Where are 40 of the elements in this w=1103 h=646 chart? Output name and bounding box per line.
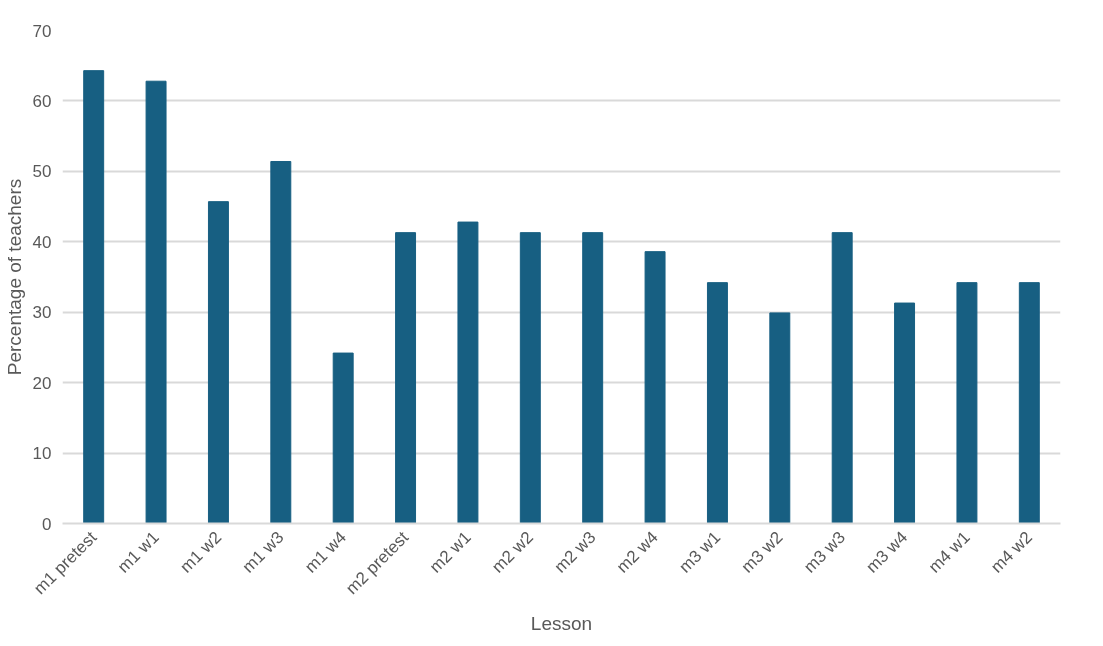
bar: [519, 232, 541, 524]
x-tick-label: m4 w1: [924, 527, 974, 577]
x-tick-label: m1 w1: [113, 527, 163, 577]
bar: [956, 282, 978, 524]
y-tick-label: 0: [42, 514, 52, 534]
x-tick-label: m4 w2: [987, 527, 1037, 577]
x-tick-label: m2 w1: [425, 527, 475, 577]
x-axis-title: Lesson: [530, 612, 593, 634]
bar: [644, 251, 666, 524]
bar: [332, 352, 354, 524]
x-tick-label: m2 w3: [550, 527, 600, 577]
x-tick-label: m3 w3: [800, 527, 849, 577]
bar: [207, 201, 229, 524]
bar: [1018, 282, 1040, 524]
y-axis-title: Percentage of teachers: [3, 178, 25, 376]
x-tick-label: m3 w2: [737, 527, 787, 577]
bar: [270, 161, 292, 524]
bar: [831, 232, 853, 524]
bar: [769, 312, 791, 524]
y-tick-label: 30: [32, 303, 52, 323]
bar: [894, 302, 916, 524]
x-tick-label: m3 w4: [862, 527, 912, 577]
x-tick-label: m3 w1: [675, 527, 725, 577]
bar: [395, 232, 417, 524]
x-tick-label: m1 w3: [238, 527, 288, 577]
x-tick-label: m1 w2: [176, 527, 226, 577]
x-tick-label: m2 w2: [488, 527, 538, 577]
bar: [145, 80, 167, 524]
bar: [706, 282, 728, 524]
bar: [457, 221, 479, 524]
x-tick-label: m1 w4: [301, 527, 350, 577]
bar: [83, 70, 105, 524]
y-tick-label: 40: [32, 232, 52, 252]
y-tick-label: 70: [32, 21, 52, 41]
y-tick-label: 20: [32, 373, 52, 393]
y-tick-label: 50: [32, 162, 52, 182]
y-tick-label: 60: [32, 91, 52, 111]
bar: [582, 232, 604, 524]
y-tick-label: 10: [32, 444, 52, 464]
x-tick-label: m2 w4: [612, 527, 662, 577]
